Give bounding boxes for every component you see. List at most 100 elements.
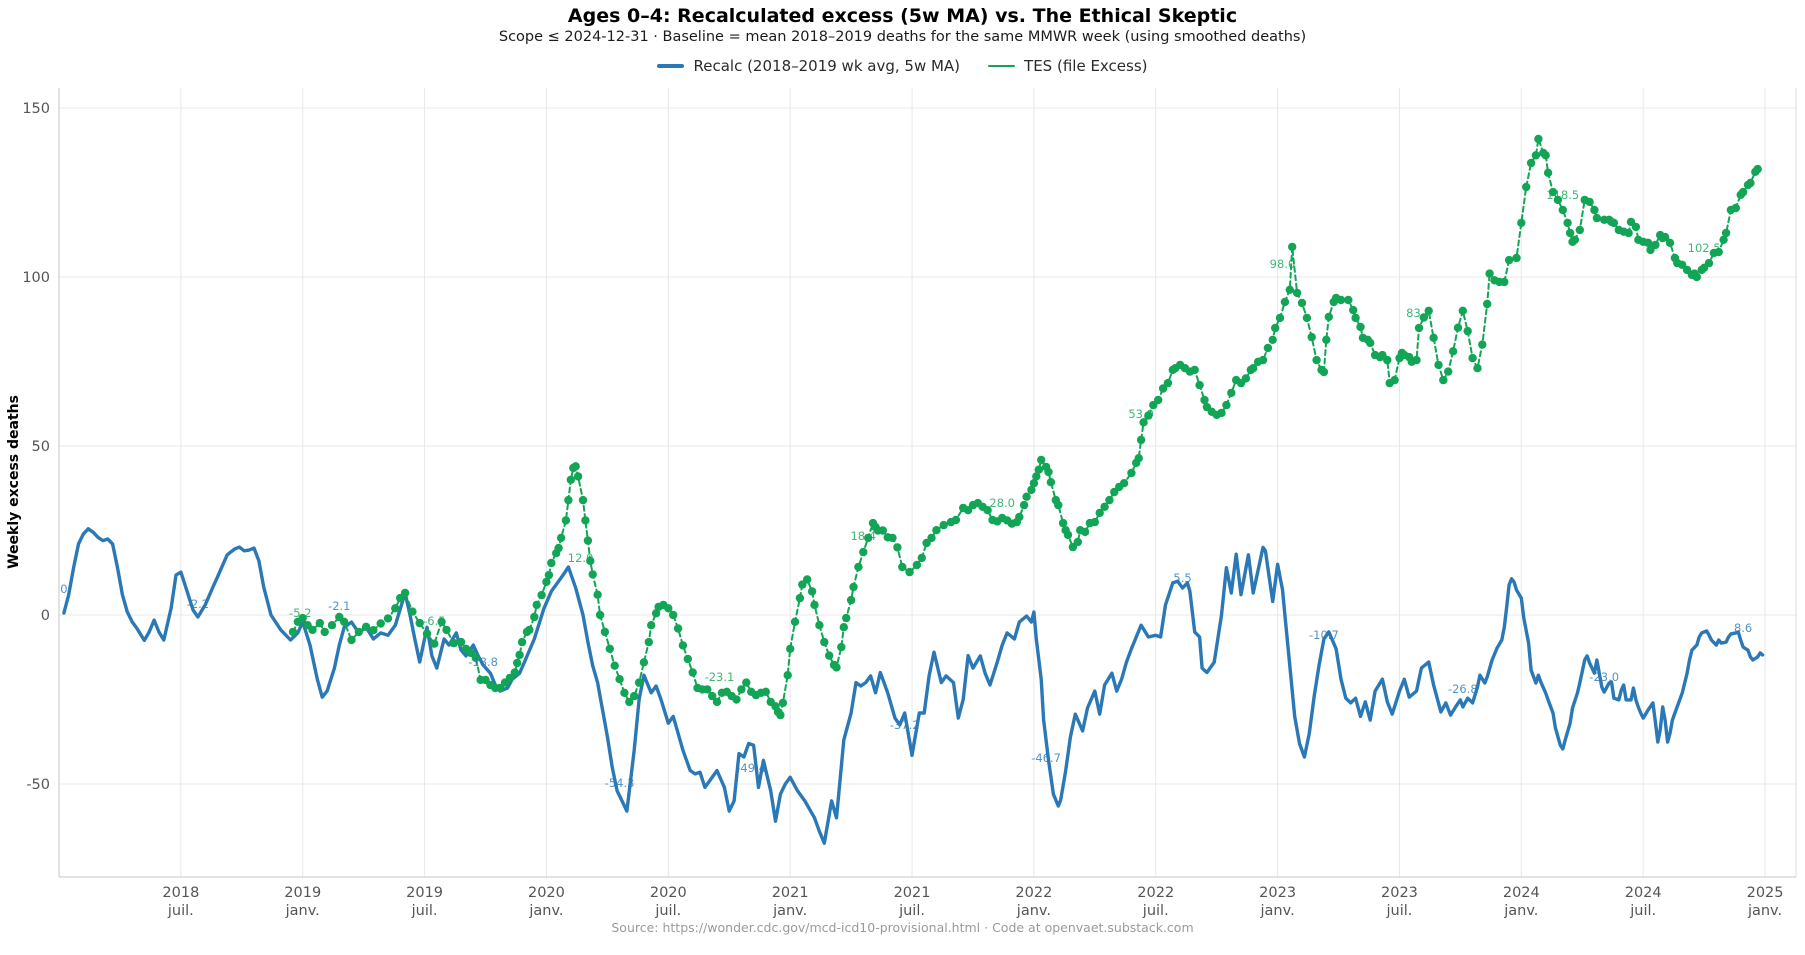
annotation-tes: 12.0 [568, 551, 594, 565]
legend-label-tes: TES (file Excess) [1024, 57, 1148, 75]
series-tes-marker [864, 533, 873, 543]
series-tes-marker [893, 543, 902, 552]
series-tes-marker [1322, 335, 1331, 344]
y-tick-label: -50 [26, 777, 50, 793]
series-tes-line [292, 138, 1759, 717]
series-tes-marker [1090, 517, 1100, 527]
series-tes-marker [1136, 435, 1146, 445]
series-tes-marker [1504, 255, 1514, 265]
series-tes-marker [708, 691, 717, 701]
x-tick-month: juil. [898, 903, 925, 919]
series-tes-marker [810, 600, 819, 610]
x-tick-year: 2020 [528, 885, 565, 901]
series-tes-marker [561, 516, 571, 525]
series-tes-marker [315, 618, 324, 628]
series-tes-marker [878, 526, 887, 535]
series-tes-marker [1575, 225, 1585, 235]
series-tes-marker [1651, 240, 1660, 250]
series-tes-marker [1095, 508, 1104, 518]
series-tes-marker [354, 627, 363, 637]
series-tes-marker [1119, 479, 1129, 488]
series-tes-marker [400, 588, 410, 598]
series-tes-marker [327, 621, 337, 630]
series-tes-marker [1543, 168, 1553, 177]
series-tes-marker [1349, 305, 1358, 315]
series-tes-marker [898, 562, 907, 572]
series-tes-marker [783, 671, 792, 680]
annotation-recalc: 5.5 [1173, 571, 1191, 585]
series-tes-marker [437, 617, 446, 626]
annotation-tes: 18.4 [850, 529, 876, 543]
series-tes-marker [1412, 355, 1421, 365]
series-tes-marker [1280, 297, 1290, 307]
series-tes-marker [776, 710, 785, 720]
annotation-recalc: -2.1 [328, 599, 350, 613]
series-tes-marker [308, 625, 317, 635]
annotation-tes: 102.5 [1688, 241, 1721, 255]
series-tes-marker [578, 495, 588, 505]
series-tes-marker [1485, 269, 1494, 278]
series-tes-marker [1019, 500, 1029, 510]
series-tes-marker [588, 570, 597, 579]
series-tes-marker [1665, 238, 1675, 247]
series-tes-marker [1517, 218, 1526, 228]
series-tes-marker [1144, 411, 1153, 420]
series-tes-marker [1541, 151, 1550, 160]
series-tes-marker [634, 678, 644, 687]
series-tes-marker [1200, 395, 1209, 405]
series-tes-marker [525, 625, 534, 635]
series-tes-marker [664, 604, 673, 613]
series-tes-marker [712, 697, 722, 707]
series-tes-marker [456, 637, 466, 647]
series-tes-marker [573, 472, 583, 481]
annotation-tes: 28.0 [989, 496, 1015, 510]
x-tick-year: 2024 [1503, 885, 1540, 901]
series-tes-marker [1268, 335, 1277, 344]
series-tes-marker [1312, 355, 1321, 365]
series-tes-marker [544, 570, 554, 580]
chart-subtitle: Scope ≤ 2024-12-31 · Baseline = mean 201… [498, 29, 1307, 45]
series-tes-marker [1624, 228, 1633, 238]
x-tick-month: juil. [167, 903, 194, 919]
series-tes-marker [600, 627, 610, 637]
annotation-recalc: -54.3 [605, 776, 635, 790]
series-tes-marker [742, 678, 751, 687]
series-tes-marker [905, 567, 914, 577]
series-tes-marker [1195, 380, 1204, 390]
series-tes-marker [1037, 455, 1046, 465]
series-tes-marker [888, 533, 897, 543]
series-tes-marker [1439, 375, 1448, 385]
series-tes-marker [471, 653, 480, 663]
series-tes-marker [566, 475, 575, 484]
series-tes-marker [449, 638, 458, 648]
series-tes-marker [542, 577, 551, 587]
series-tes-marker [408, 607, 417, 616]
series-tes-marker [795, 593, 805, 603]
series-tes-marker [1590, 205, 1599, 215]
x-tick-year: 2023 [1381, 885, 1418, 901]
series-tes-marker [1158, 384, 1168, 393]
series-tes-marker [595, 610, 605, 620]
x-tick-month: juil. [654, 903, 681, 919]
annotation-recalc: -18.8 [468, 655, 498, 669]
series-tes-marker [839, 623, 848, 632]
series-tes-marker [1738, 187, 1748, 197]
series-tes-marker [1585, 197, 1594, 207]
series-tes-marker [1468, 353, 1477, 363]
series-tes-marker [1609, 218, 1619, 228]
series-tes-marker [1297, 298, 1307, 308]
series-tes-marker [1073, 537, 1083, 547]
series-tes-marker [761, 687, 770, 696]
series-tes-marker [846, 595, 856, 605]
series-tes-marker [1163, 378, 1173, 388]
series-tes-marker [1631, 222, 1641, 232]
series-tes-marker [1105, 495, 1114, 505]
legend-label-recalc: Recalc (2018–2019 wk avg, 5w MA) [693, 57, 961, 75]
annotation-tes: -5.2 [289, 606, 311, 620]
x-tick-year: 2025 [1747, 885, 1784, 901]
series-tes-marker [1319, 367, 1329, 377]
series-tes-marker [820, 637, 829, 647]
series-tes-marker [1032, 472, 1041, 481]
series-tes-marker [1429, 333, 1438, 342]
series-tes-marker [669, 610, 678, 620]
